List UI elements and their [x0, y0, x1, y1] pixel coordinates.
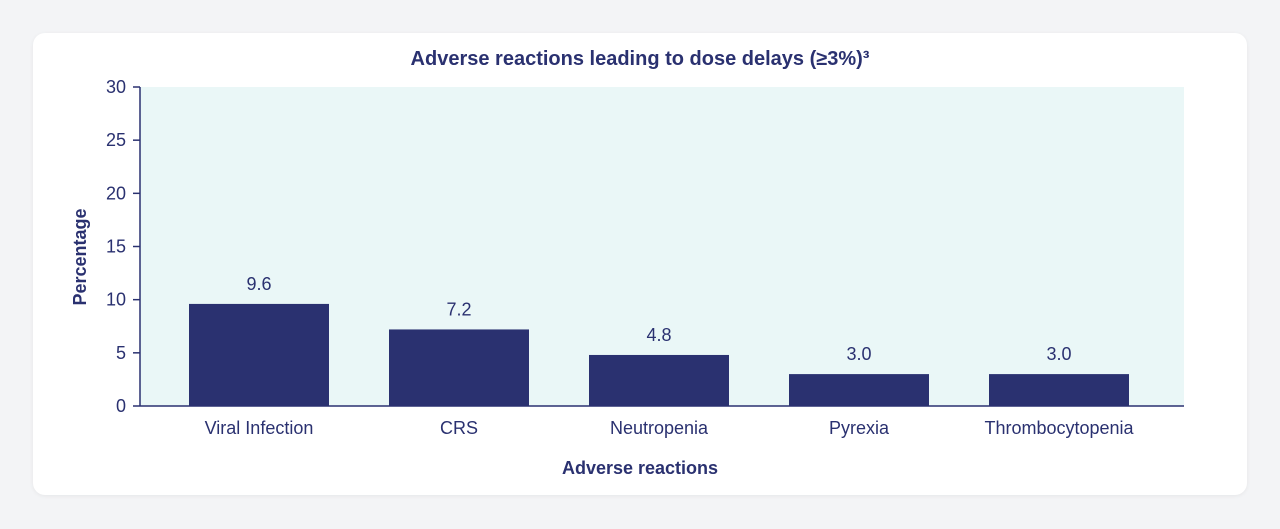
category-labels: Viral Infection CRS Neutropenia Pyrexia Thro…	[205, 418, 1135, 438]
bar-viral-infection	[189, 303, 329, 406]
y-tick-label: 5	[116, 343, 126, 363]
y-tick-label: 10	[106, 290, 126, 310]
y-axis-ticks: 0 5 10 15 20 25 30	[106, 77, 140, 416]
data-label: 7.2	[446, 299, 471, 319]
data-label: 4.8	[646, 325, 671, 345]
chart-title: Adverse reactions leading to dose delays…	[411, 48, 870, 70]
data-label: 9.6	[246, 274, 271, 294]
category-label: Viral Infection	[205, 418, 314, 438]
data-labels: 9.6 7.2 4.8 3.0 3.0	[246, 274, 1071, 364]
y-tick-label: 0	[116, 396, 126, 416]
data-label: 3.0	[1046, 344, 1071, 364]
category-label: CRS	[440, 418, 478, 438]
bar-neutropenia	[589, 354, 729, 406]
bar-crs	[389, 329, 529, 406]
category-label: Pyrexia	[829, 418, 890, 438]
y-tick-label: 20	[106, 183, 126, 203]
bars	[189, 303, 1129, 406]
y-tick-label: 25	[106, 130, 126, 150]
x-axis-label: Adverse reactions	[562, 458, 718, 478]
data-label: 3.0	[846, 344, 871, 364]
category-label: Neutropenia	[610, 418, 709, 438]
category-label: Thrombocytopenia	[984, 418, 1134, 438]
y-tick-label: 30	[106, 77, 126, 97]
bar-thrombocytopenia	[989, 374, 1129, 406]
y-tick-label: 15	[106, 237, 126, 257]
y-axis-label: Percentage	[70, 208, 90, 305]
bar-pyrexia	[789, 374, 929, 406]
